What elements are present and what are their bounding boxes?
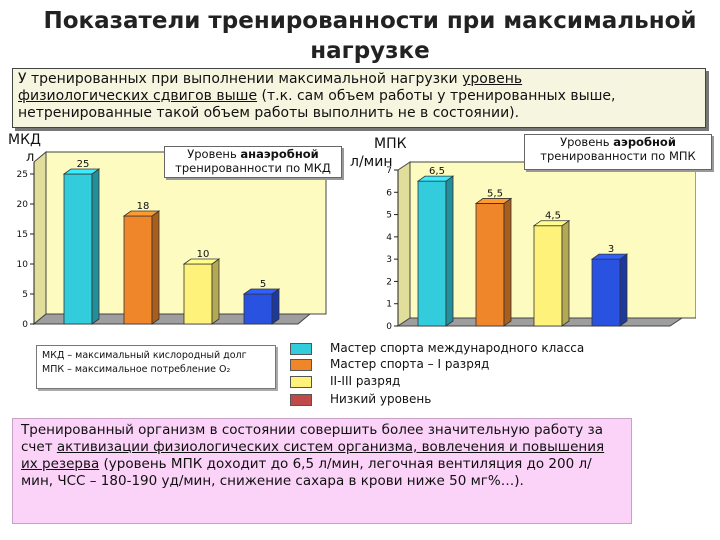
bar-side (445, 175, 454, 327)
bar-data-label: 18 (137, 201, 150, 212)
chart2-callout: Уровень аэробной тренированности по МПК (524, 134, 712, 170)
legend-swatch (290, 359, 312, 371)
bar-top (532, 220, 571, 227)
bar-side (503, 197, 512, 327)
legend-swatch (290, 376, 312, 388)
y-tick-label: 5 (386, 211, 392, 221)
conclusion-text-underlined: активизации физиологических систем орган… (21, 439, 605, 472)
intro-textbox: У тренированных при выполнении максималь… (12, 68, 706, 128)
chart2-mpk: 0 1 2 3 4 5 6 7 6,5 5,5 4,5 3 (386, 161, 696, 332)
y-tick-label: 5 (22, 290, 28, 300)
legend-label: Низкий уровень (330, 392, 432, 406)
bar-top (474, 198, 513, 204)
y-tick-label: 3 (386, 255, 392, 265)
y-tick-label: 0 (22, 320, 28, 330)
abbreviation-mkd: МКД – максимальный кислородный долг (42, 350, 247, 361)
bar-top (242, 288, 281, 295)
bar-side (561, 219, 570, 327)
bar-top (62, 168, 101, 175)
y-tick-label: 1 (386, 300, 392, 310)
bar-top (590, 253, 629, 260)
y-tick-label: 6 (386, 188, 392, 198)
legend-swatch (290, 394, 312, 406)
bar-front (533, 225, 563, 327)
bar-side (151, 210, 160, 325)
bar-top (122, 210, 161, 217)
legend-label: Мастер спорта – I разряд (330, 357, 490, 371)
chart1-axis-unit: л (26, 150, 35, 165)
bar-front (63, 173, 93, 325)
bar-front (123, 215, 153, 325)
y-tick-label: 4 (386, 233, 392, 243)
bar-data-label: 5,5 (487, 188, 503, 199)
bar-front (475, 203, 505, 327)
legend-swatch (290, 343, 312, 355)
chart2-callout-text-1: Уровень (560, 135, 614, 149)
slide-title: Показатели тренированности при максималь… (43, 8, 697, 64)
conclusion-textbox: Тренированный организм в состоянии совер… (12, 418, 632, 524)
bar-data-label: 10 (197, 249, 210, 260)
bar-data-label: 4,5 (545, 211, 561, 222)
y-tick-label: 25 (17, 170, 28, 180)
chart-side-wall (397, 161, 411, 327)
abbreviations-box: МКД – максимальный кислородный долг МПК … (36, 345, 276, 389)
chart1-mkd: 0 5 10 15 20 25 25 18 10 5 (17, 150, 327, 330)
y-tick-label: 20 (17, 200, 29, 210)
bar-front (591, 258, 621, 327)
bar-front (417, 180, 447, 327)
y-tick-label: 10 (17, 260, 29, 270)
bar-data-label: 25 (77, 159, 90, 170)
legend-label: II-III разряд (330, 374, 401, 388)
chart1-callout-text-2: тренированности по МКД (175, 161, 331, 175)
bar-data-label: 6,5 (429, 166, 445, 177)
bar-top (182, 258, 221, 265)
chart1-callout-bold: анаэробной (240, 147, 319, 161)
bar-side (271, 288, 280, 325)
chart2-axis-unit: л/мин (350, 154, 393, 170)
bar-data-label: 3 (608, 244, 614, 255)
intro-text-underlined-1: уровень (462, 71, 523, 87)
chart1-callout: Уровень анаэробной тренированности по МКД (164, 146, 342, 178)
intro-text-1: У тренированных при выполнении максималь… (18, 71, 463, 87)
bar-side (91, 168, 100, 325)
y-tick-label: 0 (386, 322, 392, 332)
bar-side (619, 253, 628, 327)
chart2-callout-bold: аэробной (613, 135, 676, 149)
y-tick-label: 7 (386, 166, 392, 176)
bar-top (416, 175, 455, 182)
y-tick-label: 2 (386, 277, 392, 287)
abbreviation-mpk: МПК – максимальное потребление О₂ (42, 364, 231, 375)
chart2-axis-title: МПК (374, 136, 407, 152)
conclusion-text-1: Тренированный организм в состоянии совер… (21, 422, 604, 455)
bar-side (211, 258, 220, 325)
chart2-callout-text-2: тренированности по МПК (540, 149, 696, 163)
y-tick-label: 15 (17, 230, 28, 240)
chart1-axis-title: МКД (8, 132, 41, 148)
intro-text-underlined-2: физиологических сдвигов выше (18, 88, 258, 104)
bar-front (243, 293, 273, 325)
conclusion-text-2: (уровень МПК доходит до 6,5 л/мин, легоч… (21, 456, 592, 489)
chart-side-wall (33, 150, 47, 326)
bar-data-label: 5 (260, 279, 266, 290)
legend-label: Мастер спорта международного класса (330, 341, 585, 355)
intro-text-2: (т.к. сам объем работы у тренированных в… (18, 88, 616, 121)
bar-front (183, 263, 213, 325)
chart1-callout-text-1: Уровень (187, 147, 241, 161)
